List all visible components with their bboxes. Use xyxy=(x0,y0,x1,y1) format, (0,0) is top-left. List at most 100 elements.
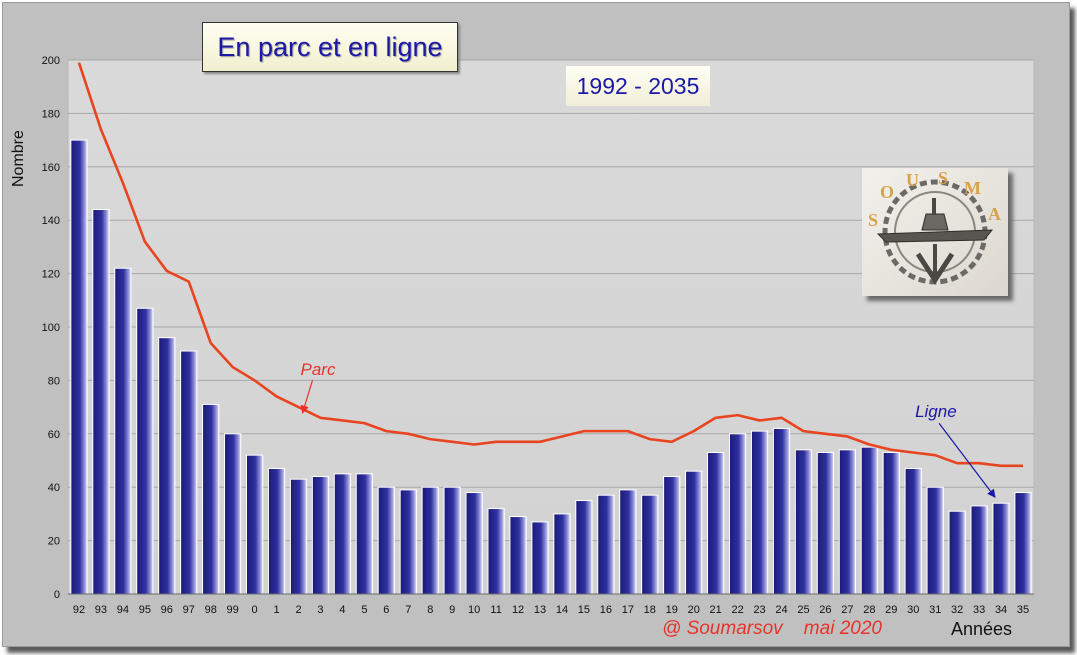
x-tick-label: 2 xyxy=(295,604,301,616)
bar xyxy=(465,492,483,595)
x-tick-label: 96 xyxy=(161,604,173,616)
bar xyxy=(202,403,220,595)
x-tick-label: 24 xyxy=(775,604,787,616)
x-tick-label: 16 xyxy=(600,604,612,616)
x-tick-label: 20 xyxy=(688,604,700,616)
bar xyxy=(575,500,593,595)
x-tick-label: 7 xyxy=(405,604,411,616)
y-tick-label: 60 xyxy=(48,429,60,441)
y-axis-ticks: 0 20 40 60 80 100 120 140 160 180 200 xyxy=(42,55,60,601)
x-tick-label: 29 xyxy=(885,604,897,616)
bar xyxy=(619,489,637,595)
bar xyxy=(882,451,900,595)
chart-subtitle-period: 1992 - 2035 xyxy=(566,66,710,106)
x-tick-label: 31 xyxy=(929,604,941,616)
bar xyxy=(421,486,439,595)
x-tick-label: 97 xyxy=(183,604,195,616)
x-tick-label: 22 xyxy=(731,604,743,616)
x-tick-label: 12 xyxy=(512,604,524,616)
x-tick-label: 99 xyxy=(227,604,239,616)
x-tick-label: 35 xyxy=(1017,604,1029,616)
x-tick-label: 11 xyxy=(490,604,501,616)
x-tick-label: 26 xyxy=(819,604,831,616)
bar xyxy=(443,486,461,595)
x-axis-title: Années xyxy=(951,619,1013,639)
bar xyxy=(794,449,813,595)
credit-author: @ Soumarsov xyxy=(662,618,783,639)
bar xyxy=(92,209,110,595)
x-tick-label: 34 xyxy=(995,604,1007,616)
y-tick-label: 200 xyxy=(42,55,60,67)
x-tick-label: 14 xyxy=(556,604,568,616)
x-tick-label: 21 xyxy=(710,604,722,616)
bar xyxy=(772,427,791,595)
bar xyxy=(663,476,681,595)
x-tick-label: 27 xyxy=(841,604,853,616)
y-axis-title: Nombre xyxy=(10,130,27,187)
y-tick-label: 20 xyxy=(48,536,60,548)
x-tick-label: 30 xyxy=(907,604,919,616)
y-tick-label: 120 xyxy=(42,269,60,281)
credit-text: @ Soumarsov mai 2020 xyxy=(662,618,882,640)
bar xyxy=(487,508,505,595)
bar xyxy=(311,476,330,595)
bar xyxy=(267,468,286,595)
bar xyxy=(70,139,88,595)
x-tick-label: 8 xyxy=(427,604,433,616)
x-tick-label: 92 xyxy=(73,604,85,616)
svg-text:S: S xyxy=(938,168,948,188)
annotation-parc: Parc xyxy=(301,360,336,379)
bar xyxy=(245,454,264,595)
annotation-arrow-ligne xyxy=(938,422,996,498)
bar xyxy=(970,505,988,595)
bar xyxy=(289,478,308,595)
bar xyxy=(685,470,703,595)
svg-text:S: S xyxy=(868,210,878,230)
bar xyxy=(158,337,176,595)
y-tick-label: 80 xyxy=(48,375,60,387)
annotations: Parc Ligne xyxy=(300,360,996,498)
bar-series-ligne xyxy=(68,139,1034,595)
x-tick-label: 25 xyxy=(797,604,809,616)
bar xyxy=(904,468,922,595)
x-tick-label: 13 xyxy=(534,604,546,616)
bar xyxy=(355,473,374,595)
bar xyxy=(136,307,154,595)
bar xyxy=(728,433,747,595)
x-tick-label: 93 xyxy=(95,604,107,616)
x-tick-label: 28 xyxy=(863,604,875,616)
x-tick-label: 98 xyxy=(205,604,217,616)
bar xyxy=(707,451,725,595)
svg-text:O: O xyxy=(880,182,894,202)
x-axis-ticks: 92 93 94 95 96 97 98 99 0 1 2 3 4 5 6 7 8 9 10 11 12 13 14 15 16… xyxy=(73,604,1029,616)
x-tick-label: 0 xyxy=(252,604,258,616)
bar xyxy=(1014,492,1032,595)
svg-text:M: M xyxy=(964,178,981,198)
chart-title: En parc et en ligne xyxy=(202,22,458,72)
bar xyxy=(531,521,549,595)
annotation-arrow-parc xyxy=(300,379,314,414)
x-tick-label: 18 xyxy=(644,604,656,616)
line-series-parc xyxy=(77,62,1024,468)
x-tick-label: 10 xyxy=(468,604,480,616)
x-tick-label: 5 xyxy=(361,604,367,616)
bar xyxy=(926,486,944,595)
y-tick-label: 100 xyxy=(42,322,60,334)
credit-date: mai 2020 xyxy=(803,618,882,639)
bar xyxy=(180,350,198,595)
bar xyxy=(816,451,835,595)
x-tick-label: 33 xyxy=(973,604,985,616)
bar xyxy=(399,489,417,595)
x-tick-label: 15 xyxy=(578,604,590,616)
svg-text:U: U xyxy=(906,170,919,190)
x-tick-label: 19 xyxy=(666,604,678,616)
gridlines xyxy=(68,59,1034,542)
y-tick-label: 160 xyxy=(42,162,60,174)
bar xyxy=(333,473,352,595)
x-tick-label: 4 xyxy=(339,604,345,616)
x-tick-label: 94 xyxy=(117,604,129,616)
bar xyxy=(377,486,395,595)
bar xyxy=(750,430,769,595)
bar xyxy=(553,513,571,595)
